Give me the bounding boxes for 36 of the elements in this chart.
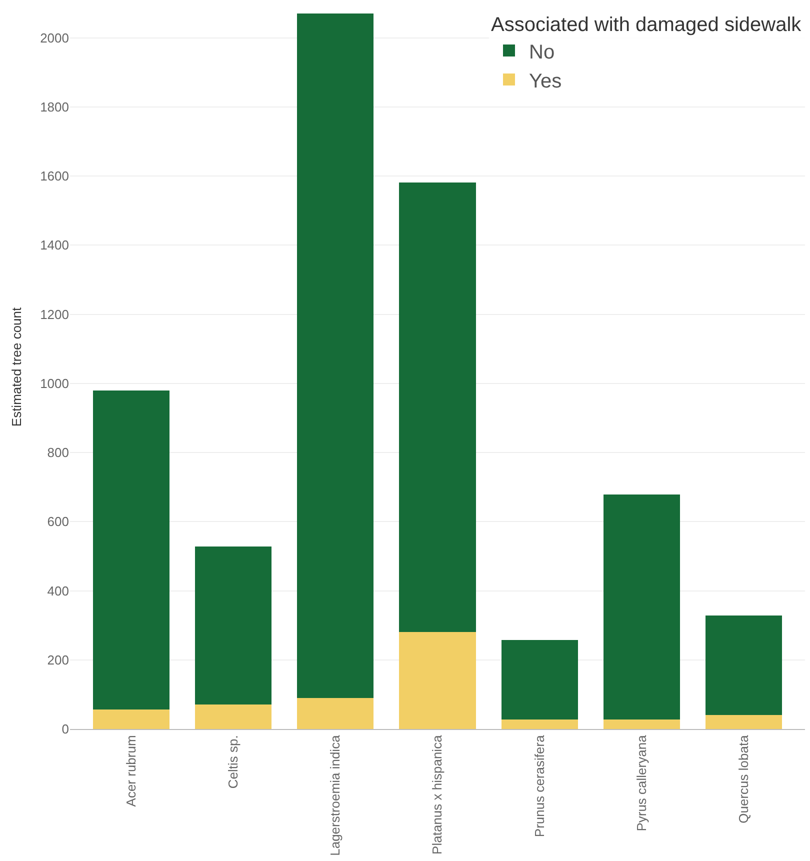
legend-title: Associated with damaged sidewalk (491, 14, 802, 36)
y-tick-label: 400 (47, 583, 69, 598)
y-tick-label: 1800 (40, 100, 69, 114)
x-tick-label: Lagerstroemia indica (328, 734, 343, 856)
legend-label: Yes (529, 70, 562, 92)
x-tick-label: Pyrus calleryana (634, 734, 649, 832)
y-tick-label: 1600 (40, 168, 69, 184)
bar (297, 13, 374, 698)
bar (399, 632, 476, 729)
x-tick-label: Prunus cerasifera (532, 734, 547, 838)
bar (705, 616, 782, 716)
x-tick-label: Acer rubrum (123, 735, 138, 807)
y-axis-title: Estimated tree count (9, 307, 24, 427)
bar (705, 715, 782, 729)
y-tick-label: 1200 (40, 306, 69, 322)
bar (399, 182, 476, 632)
bar (92, 710, 170, 729)
y-tick-label: 1000 (40, 376, 69, 391)
bar (195, 704, 272, 729)
bar (501, 640, 578, 720)
x-tick-label: Platanus x hispanica (430, 734, 445, 854)
legend-label: No (529, 41, 555, 64)
bar (92, 390, 170, 710)
y-tick-label: 200 (47, 652, 69, 668)
y-tick-label: 2000 (40, 30, 69, 46)
y-tick-label: 1400 (40, 238, 69, 253)
bar (603, 494, 680, 720)
y-tick-label: 600 (47, 514, 69, 530)
bar (195, 546, 272, 704)
x-tick-label: Quercus lobata (736, 734, 751, 824)
y-tick-label: 800 (47, 445, 69, 460)
bar (501, 719, 578, 729)
y-tick-label: 0 (62, 722, 69, 737)
x-tick-label: Celtis sp. (226, 735, 241, 789)
bar (297, 698, 374, 729)
bar (603, 719, 680, 729)
